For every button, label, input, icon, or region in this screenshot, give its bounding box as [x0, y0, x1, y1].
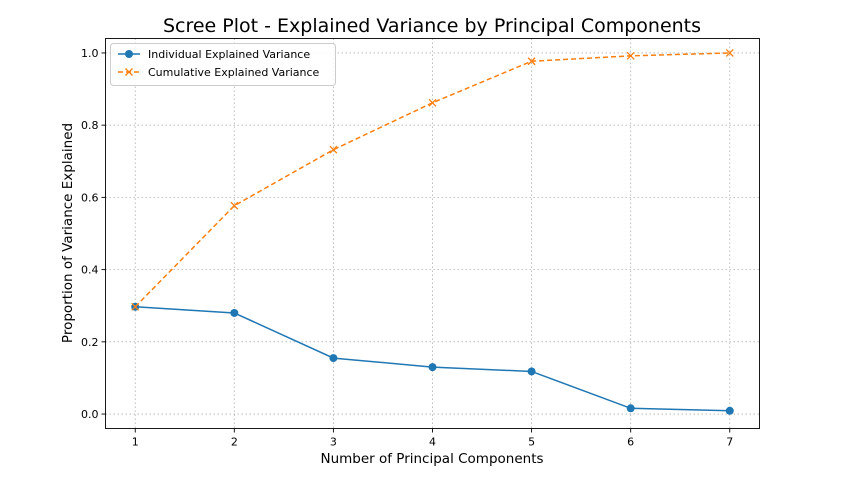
legend-marker-individual [125, 50, 133, 58]
x-tick-label: 5 [528, 436, 535, 449]
data-point-cumulative-explained-variance [725, 48, 734, 57]
legend-label-individual: Individual Explained Variance [148, 48, 310, 61]
data-point-cumulative-explained-variance [329, 145, 338, 154]
data-point-individual-explained-variance [428, 363, 437, 372]
x-tick-label: 1 [132, 436, 139, 449]
axis-ticks: 1 2 3 4 5 6 7 0.0 0.2 0.4 0.6 0.8 1.0 [81, 47, 733, 449]
y-tick-label: 0.0 [81, 408, 99, 421]
data-point-cumulative-explained-variance [626, 51, 635, 60]
data-point-individual-explained-variance [329, 354, 338, 363]
x-tick-label: 2 [231, 436, 238, 449]
y-tick-label: 0.2 [81, 336, 99, 349]
y-tick-label: 0.8 [81, 119, 99, 132]
x-tick-label: 7 [726, 436, 733, 449]
series-layer [131, 48, 734, 415]
y-axis-label: Proportion of Variance Explained [60, 123, 76, 343]
data-point-individual-explained-variance [626, 404, 635, 413]
y-tick-label: 1.0 [81, 47, 99, 60]
legend: Individual Explained Variance Cumulative… [110, 43, 336, 86]
data-point-cumulative-explained-variance [527, 57, 536, 66]
x-tick-label: 4 [429, 436, 436, 449]
data-point-individual-explained-variance [725, 406, 734, 415]
data-point-individual-explained-variance [527, 367, 536, 376]
legend-label-cumulative: Cumulative Explained Variance [148, 66, 320, 79]
y-tick-label: 0.4 [81, 264, 99, 277]
legend-marker-cumulative [125, 68, 133, 76]
data-point-individual-explained-variance [230, 308, 239, 317]
y-tick-label: 0.6 [81, 191, 99, 204]
chart-title: Scree Plot - Explained Variance by Princ… [163, 15, 701, 37]
legend-box [110, 43, 336, 86]
x-tick-label: 6 [627, 436, 634, 449]
data-point-cumulative-explained-variance [230, 201, 239, 210]
data-point-cumulative-explained-variance [131, 302, 140, 311]
x-tick-label: 3 [330, 436, 337, 449]
x-axis-label: Number of Principal Components [320, 451, 543, 467]
data-point-cumulative-explained-variance [428, 98, 437, 107]
